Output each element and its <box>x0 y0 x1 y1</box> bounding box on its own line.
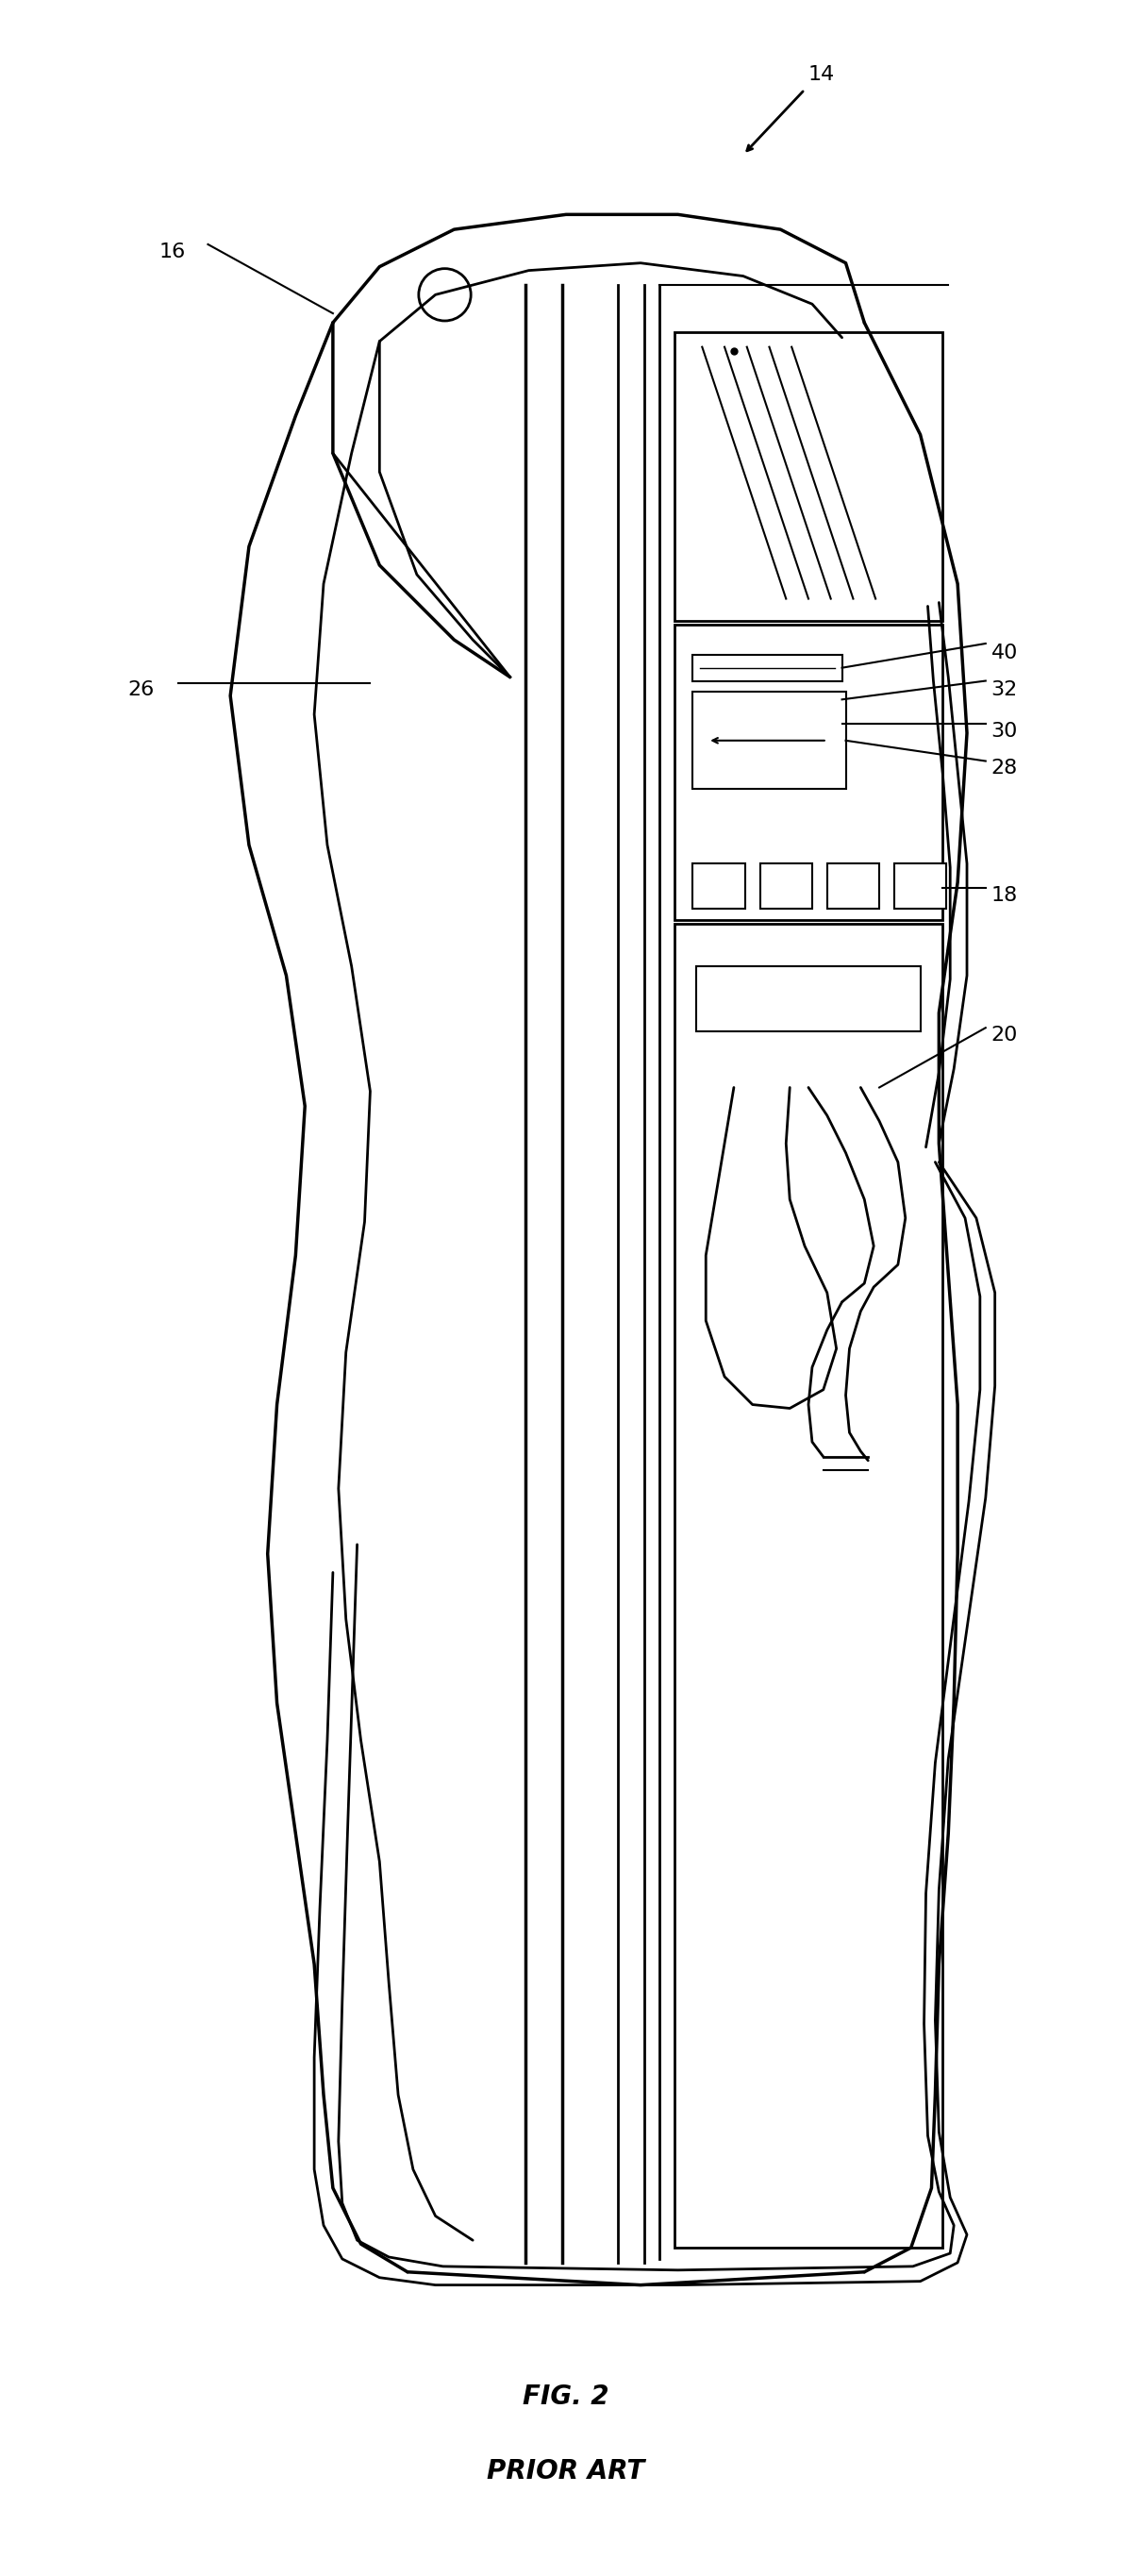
Bar <box>693 693 846 788</box>
Text: 30: 30 <box>992 721 1018 739</box>
Bar <box>693 863 745 909</box>
Bar <box>693 654 842 680</box>
Bar <box>696 966 920 1030</box>
Bar <box>675 332 943 621</box>
Bar <box>827 863 880 909</box>
Text: 40: 40 <box>992 644 1018 662</box>
Text: 16: 16 <box>160 242 186 260</box>
Text: 32: 32 <box>992 680 1018 701</box>
Text: 18: 18 <box>992 886 1018 904</box>
Text: PRIOR ART: PRIOR ART <box>487 2458 645 2486</box>
Text: 14: 14 <box>808 64 835 85</box>
Text: 20: 20 <box>992 1025 1018 1046</box>
Text: 28: 28 <box>992 760 1018 778</box>
Bar <box>894 863 946 909</box>
Bar <box>675 626 943 920</box>
Bar <box>760 863 812 909</box>
Text: 26: 26 <box>128 680 154 701</box>
Bar <box>675 922 943 2249</box>
Text: FIG. 2: FIG. 2 <box>523 2383 609 2411</box>
